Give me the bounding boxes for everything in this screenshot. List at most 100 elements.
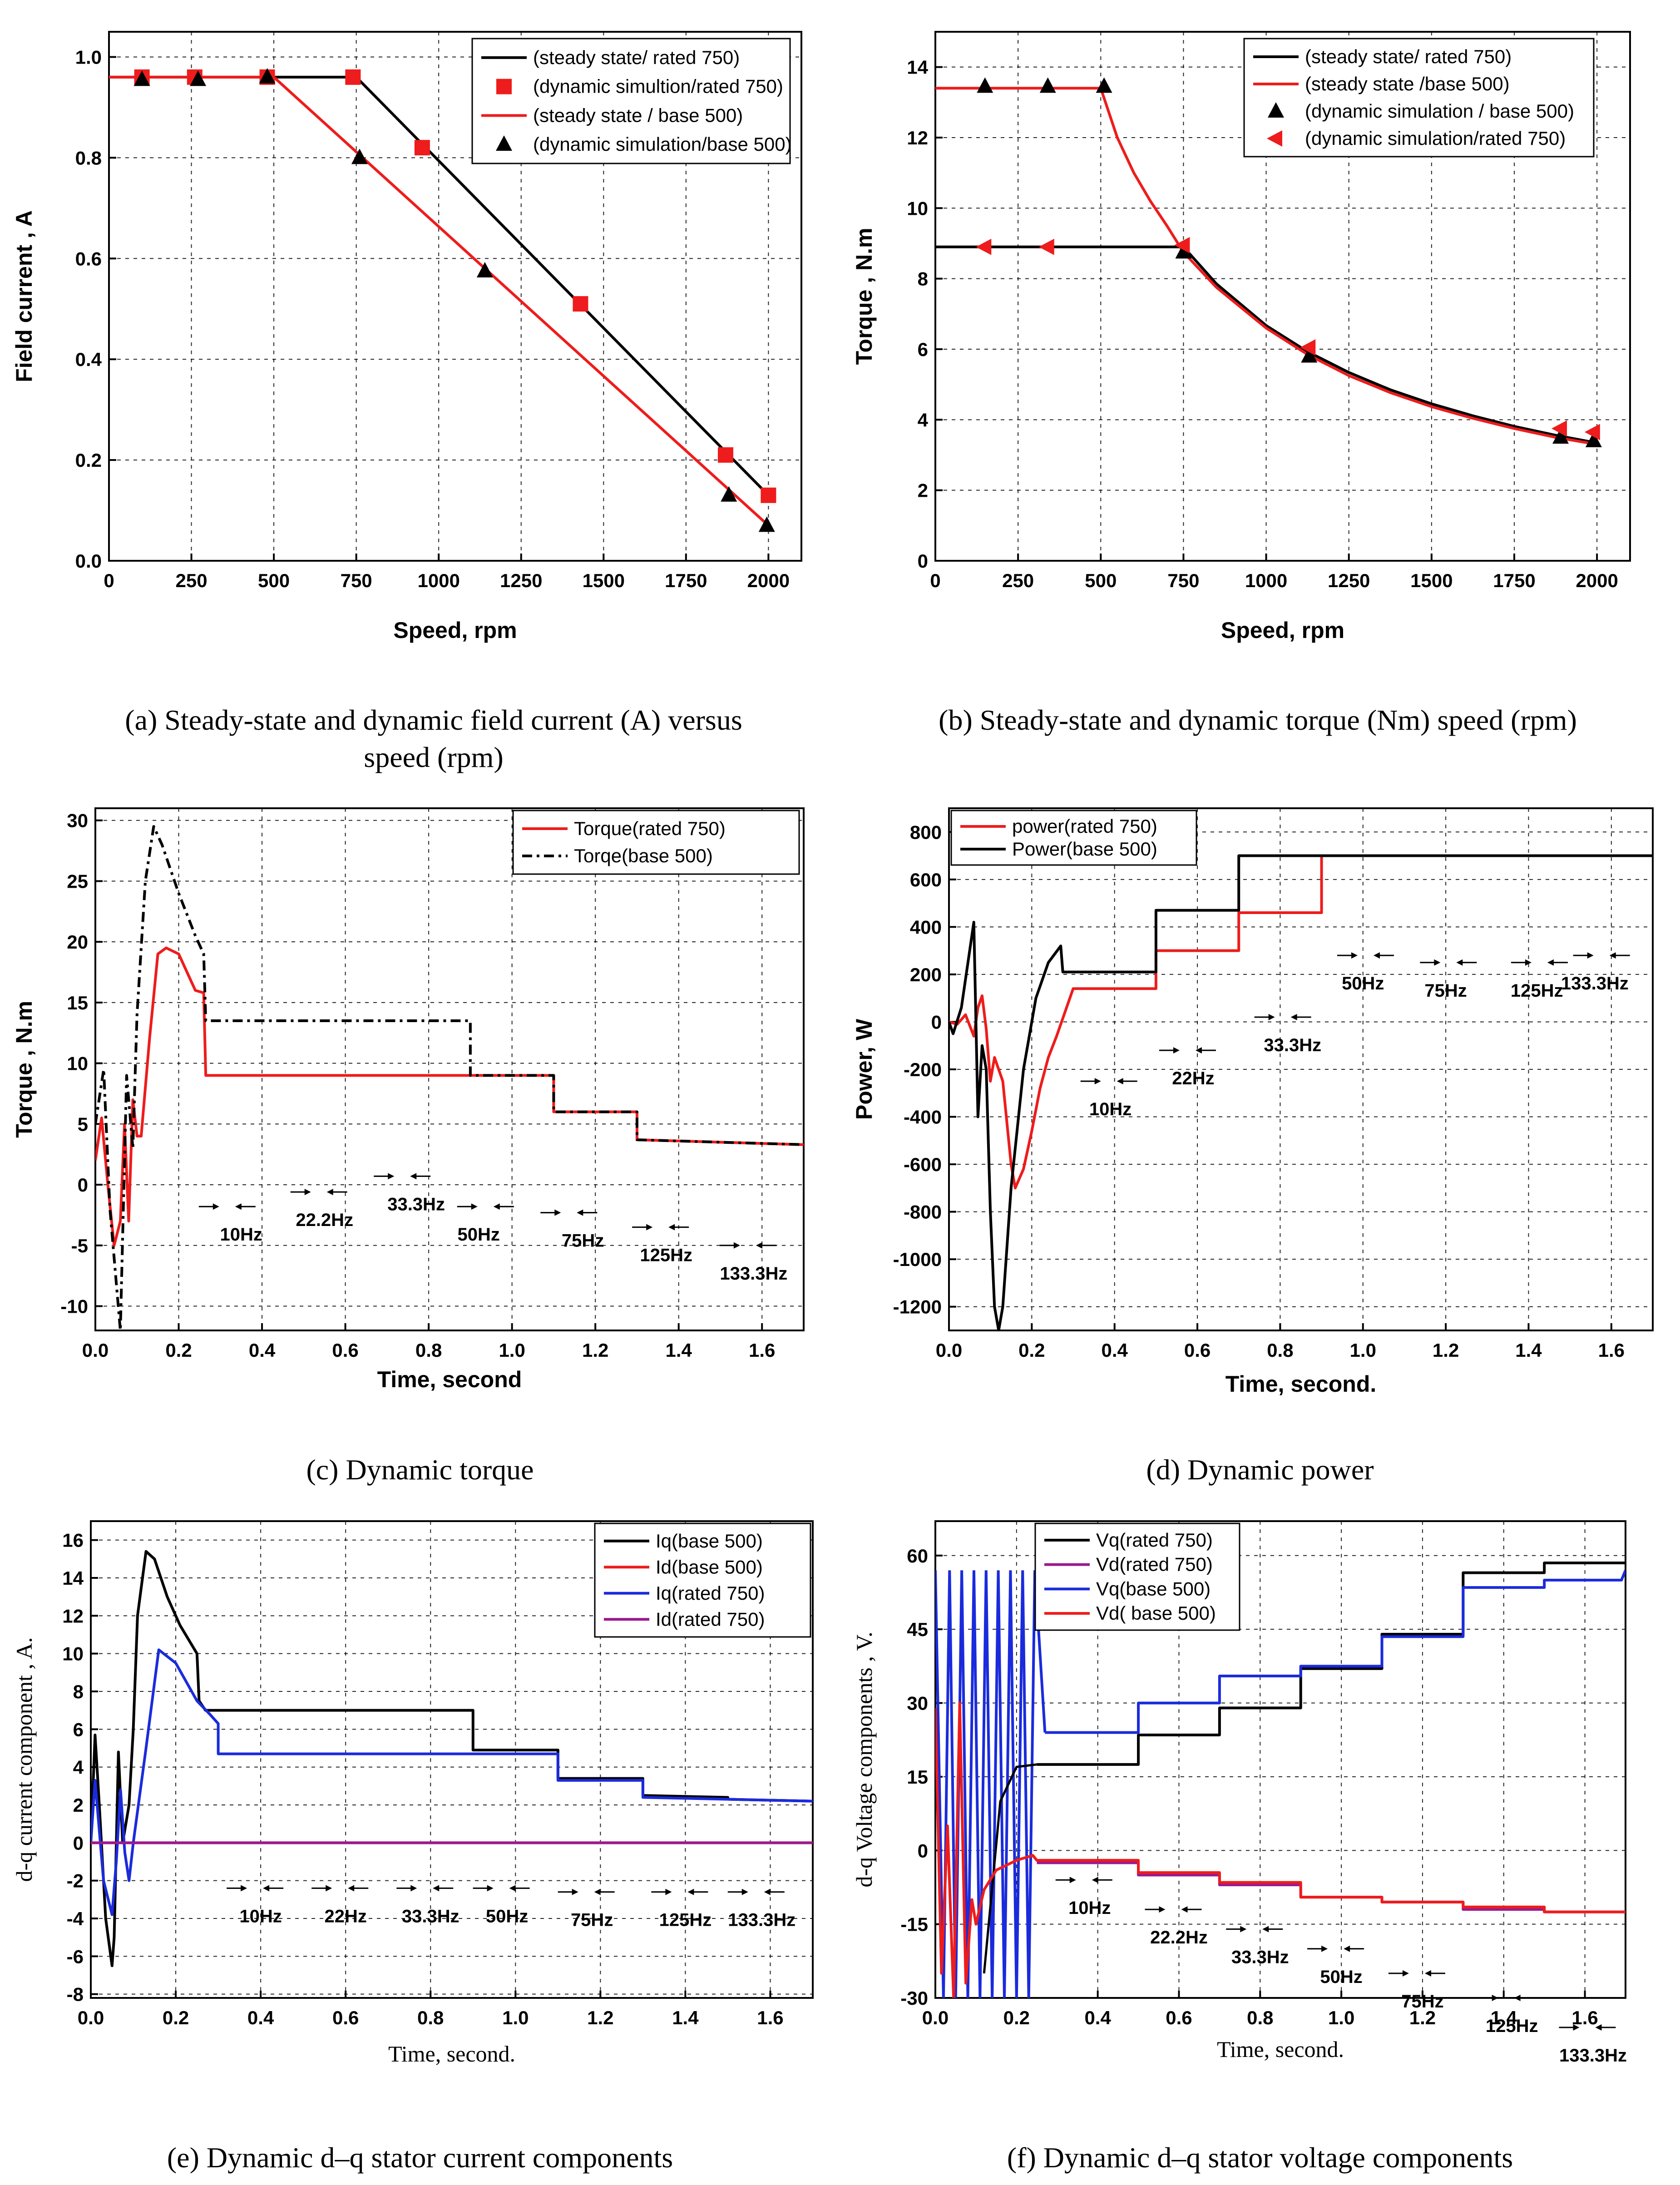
legend-label: Iq(base 500) <box>656 1530 763 1552</box>
arrow-head <box>1595 2024 1602 2031</box>
x-tick-label: 0 <box>104 570 114 591</box>
arrow-head <box>733 1242 740 1249</box>
x-tick-label: 1.0 <box>502 2007 529 2028</box>
series-line <box>95 825 804 1330</box>
frequency-label: 22.2Hz <box>296 1210 353 1230</box>
y-tick-label: -600 <box>904 1154 942 1175</box>
y-tick-label: 0 <box>918 1840 928 1861</box>
arrow-head <box>1094 1078 1101 1085</box>
y-tick-label: 12 <box>62 1605 84 1626</box>
arrow-head <box>1181 1906 1188 1913</box>
arrow-head <box>1434 959 1441 966</box>
y-tick-label: -2 <box>67 1870 84 1892</box>
x-tick-label: 0.0 <box>78 2007 104 2028</box>
x-tick-label: 0 <box>930 570 940 591</box>
x-tick-label: 0.4 <box>247 2007 274 2028</box>
arrow-head <box>1344 1945 1350 1952</box>
legend: Vq(rated 750) Vd(rated 750) Vq(base 500) Vd… <box>1034 1523 1240 1631</box>
x-tick-label: 0.6 <box>332 2007 359 2028</box>
legend-box <box>950 810 1197 866</box>
frequency-annotations: 10Hz 22.2Hz 33.3Hz 50Hz 75Hz 125Hz 133.3Hz <box>1055 1877 1627 2066</box>
legend-label: Torque(rated 750) <box>574 818 726 839</box>
y-axis-label: Field current , A <box>11 210 37 382</box>
chart-e-dq-current: 0.0 0.2 0.4 0.6 0.8 1.0 1.2 1.4 1.6 -8 -6 -4 -2 0 2 4 6 8… <box>11 1520 814 2066</box>
frequency-label: 10Hz <box>220 1225 262 1245</box>
arrow-head <box>668 1224 675 1231</box>
arrow-head <box>410 1885 417 1892</box>
legend-label: Vq(rated 750) <box>1096 1529 1213 1551</box>
caption-e: (e) Dynamic d–q stator current component… <box>167 2141 673 2174</box>
legend-swatch <box>496 79 512 94</box>
frequency-label: 33.3Hz <box>1231 1947 1289 1967</box>
series-1 <box>1037 1861 1626 1913</box>
y-tick-label: 10 <box>62 1643 84 1665</box>
y-tick-label: 200 <box>910 964 942 985</box>
y-axis-label: d-q current component , A. <box>11 1637 37 1882</box>
data-point-triangle <box>977 77 993 93</box>
legend-box <box>471 38 791 164</box>
x-tick-label: 1.6 <box>1571 2007 1598 2028</box>
legend-label: Vd(rated 750) <box>1096 1554 1213 1575</box>
series-line <box>949 854 1653 1190</box>
x-tick-label: 0.2 <box>1018 1340 1045 1361</box>
legend-label: (dynamic simulation/base 500) <box>533 133 792 155</box>
x-tick-label: 0.6 <box>332 1340 358 1361</box>
series-0 <box>91 1550 813 1967</box>
arrow-head <box>1424 1970 1431 1977</box>
legend-label: (steady state / base 500) <box>533 104 743 126</box>
legend-label: Vd( base 500) <box>1096 1602 1216 1624</box>
x-tick-label: 0.2 <box>163 2007 189 2028</box>
legend-label: Iq(rated 750) <box>656 1582 765 1604</box>
y-tick-label: 0.2 <box>75 450 102 471</box>
x-tick-label: 250 <box>1002 570 1034 591</box>
arrow-head <box>1173 1047 1180 1054</box>
frequency-label: 10Hz <box>239 1906 282 1926</box>
arrow-head <box>1321 1945 1328 1952</box>
y-tick-label: -30 <box>900 1987 928 2009</box>
chart-f-dq-voltage: 0.0 0.2 0.4 0.6 0.8 1.0 1.2 1.4 1.6 -30 -15 0 15 30 45… <box>851 1520 1627 2066</box>
series-0 <box>1037 1562 1626 1766</box>
legend-swatch <box>1268 102 1284 118</box>
series-1 <box>95 825 804 1330</box>
frequency-label: 10Hz <box>1068 1898 1111 1918</box>
data-point-triangle <box>721 486 737 502</box>
series-0 <box>935 245 1597 445</box>
x-tick-label: 1500 <box>583 570 625 591</box>
y-tick-label: -10 <box>60 1296 88 1317</box>
gridlines <box>949 808 1653 1330</box>
series-line <box>1045 1570 1626 1734</box>
chart-a-field-current: 0 250 500 750 1000 1250 1500 1750 2000 0.0 0.2 0.4 0… <box>11 31 802 643</box>
x-tick-label: 500 <box>258 570 290 591</box>
arrow-head <box>1262 1926 1269 1933</box>
arrow-head <box>410 1173 417 1180</box>
arrow-head <box>1195 1047 1202 1054</box>
data-point-square <box>717 447 733 463</box>
arrow-head <box>1492 1995 1498 2001</box>
y-tick-label: 20 <box>67 931 88 953</box>
y-tick-label: -15 <box>900 1914 928 1935</box>
arrow-head <box>1374 952 1380 959</box>
arrow-head <box>388 1173 395 1180</box>
arrow-head <box>1268 1014 1275 1020</box>
data-point-triangle <box>1585 431 1602 447</box>
y-tick-label: 0 <box>73 1832 84 1854</box>
arrow-head <box>1117 1078 1123 1085</box>
y-tick-label: -8 <box>67 1984 84 2005</box>
x-tick-label: 0.4 <box>1084 2007 1111 2028</box>
arrow-head <box>263 1885 270 1892</box>
arrow-head <box>1159 1906 1166 1913</box>
data-point-triangle <box>1301 347 1318 363</box>
arrow-head <box>235 1203 242 1210</box>
x-tick-label: 1.4 <box>672 2007 699 2028</box>
x-tick-label: 1.0 <box>1350 1340 1376 1361</box>
x-tick-label: 0.4 <box>249 1340 276 1361</box>
legend-label: Power(base 500) <box>1012 838 1157 860</box>
arrow-head <box>756 1242 762 1249</box>
x-axis-label: Speed, rpm <box>1221 618 1344 643</box>
legend-label: (dynamic simulation/rated 750) <box>1305 128 1566 149</box>
y-tick-label: 2 <box>918 480 928 501</box>
data-point-triangle-left <box>1584 424 1600 440</box>
y-tick-label: 4 <box>73 1757 84 1778</box>
